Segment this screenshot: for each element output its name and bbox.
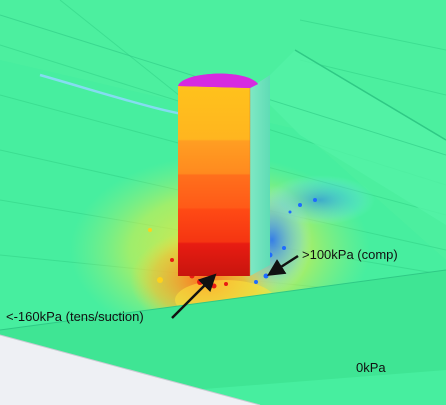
pile-side-face bbox=[250, 75, 270, 276]
compression-label: >100kPa (comp) bbox=[302, 247, 398, 262]
upper-slope-face bbox=[0, 0, 446, 260]
floor-edge bbox=[0, 334, 261, 405]
zero-label: 0kPa bbox=[356, 360, 386, 375]
tension-arrow bbox=[171, 273, 217, 319]
lower-face-edge bbox=[0, 269, 446, 331]
compression-streak bbox=[265, 175, 375, 225]
pile-top-cap-fill bbox=[178, 73, 258, 88]
tension-label: <-160kPa (tens/suction) bbox=[6, 309, 144, 324]
compression-arrow bbox=[267, 254, 299, 276]
bench-face bbox=[255, 50, 446, 225]
bench-edge bbox=[294, 49, 446, 141]
pile-front-face bbox=[178, 86, 250, 276]
